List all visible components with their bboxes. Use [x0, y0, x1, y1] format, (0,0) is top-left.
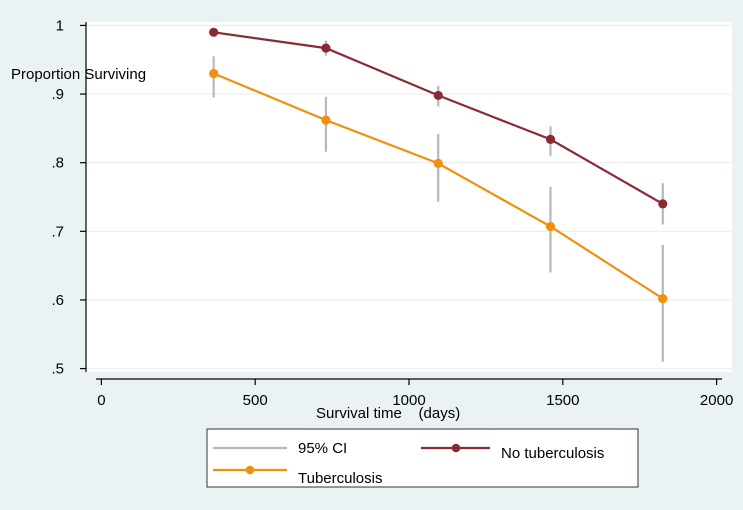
y-tick-label: .6	[51, 292, 64, 309]
data-point-tuberculosis	[433, 158, 443, 168]
legend: 95% CI No tuberculosis Tuberculosis	[206, 428, 639, 488]
grid-lines	[86, 24, 732, 370]
legend-label-tuberculosis: Tuberculosis	[298, 470, 382, 487]
y-tick-label: .7	[51, 223, 64, 240]
y-tick-label: 1	[56, 17, 64, 34]
x-tick-label: 1000	[392, 392, 425, 409]
data-point-tuberculosis	[321, 115, 331, 125]
data-point-tuberculosis	[658, 293, 668, 304]
legend-marker-tuberculosis	[245, 465, 255, 475]
legend-marker-no-tuberculosis	[451, 443, 461, 453]
y-axis-title: Proportion Surviving	[11, 66, 146, 83]
legend-label-ci: 95% CI	[298, 440, 347, 457]
y-tick-label: .8	[51, 155, 64, 172]
series-markers	[209, 27, 668, 304]
y-tick-label: .5	[51, 361, 64, 378]
y-tick-label: .9	[51, 86, 64, 103]
data-point-no-tuberculosis	[433, 90, 443, 101]
x-tick-label: 0	[97, 392, 105, 409]
data-point-no-tuberculosis	[321, 43, 331, 53]
data-point-tuberculosis	[545, 221, 556, 232]
data-point-tuberculosis	[209, 68, 219, 79]
x-tick-label: 1500	[546, 392, 579, 409]
x-ticks: 0 500 1000 1500 2000	[97, 379, 733, 409]
x-tick-label: 2000	[700, 392, 733, 409]
data-point-no-tuberculosis	[209, 27, 219, 37]
data-point-no-tuberculosis	[545, 134, 556, 144]
data-point-no-tuberculosis	[658, 199, 668, 209]
plot-area	[86, 22, 732, 372]
legend-box	[206, 428, 639, 488]
legend-label-no-tuberculosis: No tuberculosis	[501, 445, 604, 462]
y-ticks: .5 .6 .7 .8 .9 1	[51, 17, 86, 378]
x-axis-title: Survival time (days)	[316, 405, 460, 422]
x-tick-label: 500	[243, 392, 268, 409]
